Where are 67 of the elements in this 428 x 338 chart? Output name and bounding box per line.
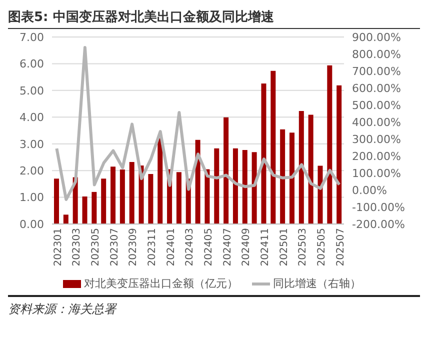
- x-tick-label: 202311: [147, 228, 158, 266]
- bar: [148, 174, 154, 224]
- x-tick-label: 202503: [298, 228, 309, 266]
- x-tick-label: 202403: [184, 228, 196, 266]
- bar: [101, 178, 106, 224]
- y2-tick-label: 200.00%: [352, 150, 401, 163]
- x-tick-label: 202301: [52, 228, 64, 266]
- legend-label: 对北美变压器出口金额（亿元）: [84, 276, 238, 291]
- x-tick-label: 202411: [260, 228, 272, 266]
- bar: [204, 169, 210, 224]
- bar: [308, 114, 314, 224]
- x-tick-label: 202307: [109, 228, 120, 266]
- y2-tick-label: 300.00%: [352, 132, 401, 146]
- bar: [298, 111, 304, 224]
- bar: [129, 162, 134, 224]
- bar: [176, 172, 182, 224]
- y2-tick-label: 500.00%: [352, 98, 401, 112]
- y2-tick-label: 100.00%: [352, 166, 401, 180]
- y-tick-label: 6.00: [20, 58, 44, 71]
- bar: [120, 170, 125, 224]
- x-tick-label: 202309: [128, 228, 140, 266]
- y2-tick-label: -200.00%: [352, 218, 405, 231]
- y-tick-label: 4.00: [20, 111, 44, 124]
- bar: [63, 214, 68, 224]
- x-tick-label: 202507: [335, 228, 346, 266]
- bar: [82, 196, 88, 224]
- x-tick-label: 202409: [241, 228, 252, 266]
- chart-title: 图表5: 中国变压器对北美出口金额及同比增速: [8, 8, 420, 29]
- x-tick-label: 202401: [166, 228, 177, 266]
- y2-tick-label: 700.00%: [352, 64, 401, 78]
- y2-tick-label: 600.00%: [352, 82, 401, 95]
- bar: [158, 138, 163, 224]
- bar: [54, 178, 59, 224]
- y-tick-label: 1.00: [20, 191, 44, 204]
- y-tick-label: 0.00: [20, 218, 44, 231]
- legend-label: 同比增速（右轴）: [273, 276, 361, 291]
- bar: [261, 83, 266, 224]
- text: 资料来源：海关总署: [8, 301, 118, 318]
- bar: [336, 85, 342, 224]
- bar: [214, 148, 220, 224]
- y2-tick-label: 900.00%: [352, 30, 401, 44]
- y2-tick-label: -100.00%: [352, 200, 405, 214]
- y-tick-label: 3.00: [20, 138, 44, 151]
- y2-tick-label: 800.00%: [352, 48, 401, 61]
- x-tick-label: 202303: [72, 228, 83, 266]
- bar: [327, 65, 332, 224]
- x-tick-label: 202405: [204, 228, 215, 266]
- bar: [270, 70, 276, 224]
- bar: [224, 117, 229, 224]
- x-tick-label: 202305: [90, 228, 102, 266]
- bar: [232, 148, 238, 224]
- bar: [252, 152, 257, 224]
- y-tick-label: 2.00: [20, 164, 44, 178]
- bar: [242, 150, 248, 224]
- y-tick-label: 7.00: [20, 30, 44, 44]
- x-tick-label: 202407: [222, 228, 234, 266]
- y-tick-label: 5.00: [20, 84, 44, 98]
- bar: [92, 192, 97, 224]
- x-tick-label: 202505: [316, 228, 328, 266]
- line-series: [55, 46, 341, 202]
- y2-tick-label: 0.00%: [352, 184, 387, 197]
- y2-tick-label: 400.00%: [352, 116, 401, 129]
- bar: [280, 129, 286, 224]
- bar: [110, 166, 116, 224]
- x-tick-label: 202501: [278, 228, 290, 266]
- bar: [318, 166, 323, 224]
- bar: [289, 132, 294, 224]
